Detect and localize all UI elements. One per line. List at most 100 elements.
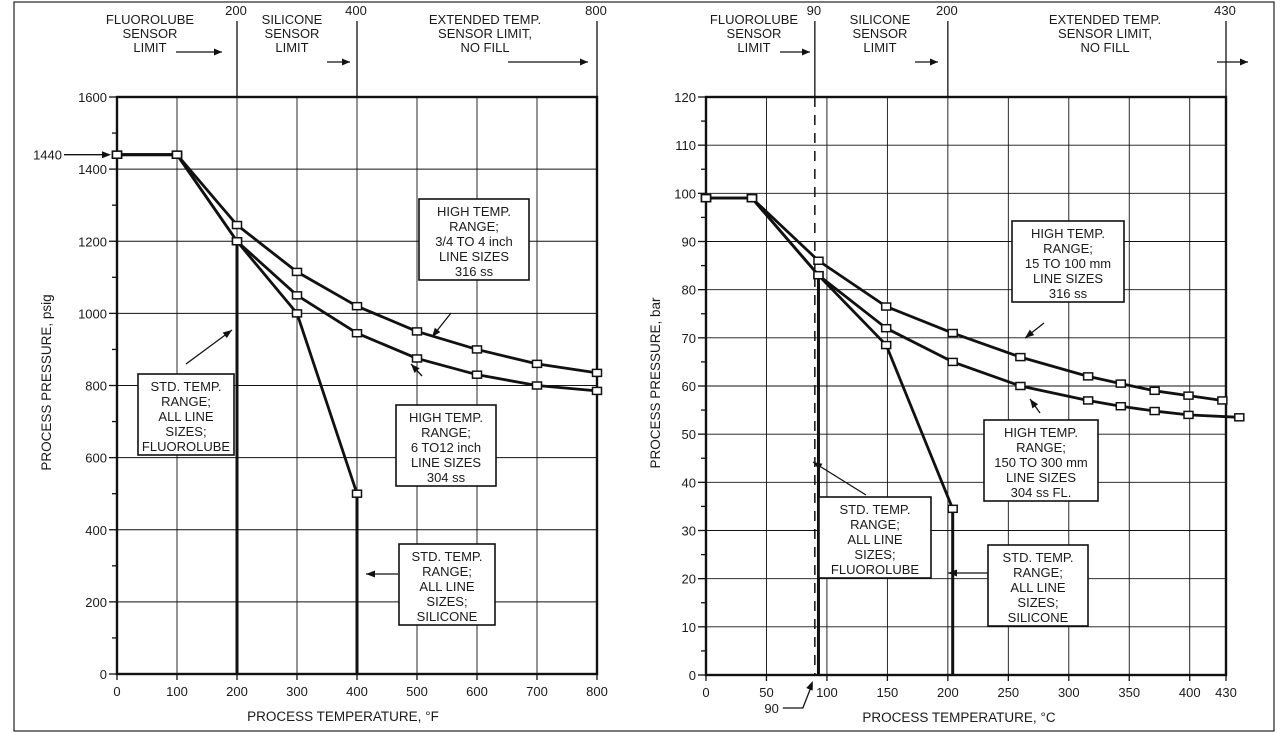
y-tick-label: 10 [682,620,696,635]
data-point-2 [947,504,958,514]
x-tick-label: 100 [166,684,188,699]
data-point-2 [880,340,892,350]
x-axis-title: PROCESS TEMPERATURE, °C [862,710,1055,725]
y-tick-label: 70 [682,331,696,346]
callout-arrow-head [411,364,420,373]
zone-label-line: SILICONE [262,12,323,27]
annotation-text-line: ALL LINE [1010,580,1065,595]
data-point-1 [531,381,543,390]
y-tick-label: 1400 [78,162,107,177]
annotation-text-line: SIZES; [1017,595,1058,610]
data-point-1 [1015,381,1026,391]
data-point-2 [111,150,123,159]
callout-arrow-head [1030,399,1039,409]
x-tick-label: 700 [526,684,548,699]
annotation-text-line: 15 TO 100 mm [1025,256,1111,271]
annotation-text-line: LINE SIZES [1033,271,1103,286]
data-point-0 [351,301,363,311]
y-axis-title: PROCESS PRESSURE, bar [648,297,663,469]
x-tick-label: 150 [877,685,899,700]
annotation-text-line: STD. TEMP. [411,549,482,564]
zone-label-line: EXTENDED TEMP. [429,12,541,27]
figure-border [13,1,1275,732]
annotation-text-line: 6 TO12 inch [411,440,481,455]
zone-label-line: NO FILL [1080,40,1129,55]
annotation-text-line: RANGE; [421,425,471,440]
bottom-callout-leader [782,684,813,709]
x-tick-label: 400 [1179,685,1201,700]
zone-label-line: LIMIT [133,40,166,55]
y-tick-label: 1600 [78,90,107,105]
y-tick-label: 1200 [78,234,107,249]
zone-arrow-head [802,48,810,56]
annotation-text-line: FLUOROLUBE [142,439,230,454]
annotation-text-line: RANGE; [1043,241,1093,256]
data-point-0 [880,302,892,311]
zone-label-line: SENSOR [265,26,320,41]
callout-arrow-head [432,327,441,337]
annotation-text-line: SILICONE [1008,610,1069,625]
y-tick-label: 30 [682,524,696,539]
x-tick-label: 250 [997,685,1019,700]
zone-label-line: SENSOR [727,26,782,41]
x-tick-label: 430 [1215,685,1237,700]
annotation-text-line: LINE SIZES [411,455,481,470]
annotation-text-line: STD. TEMP. [150,379,221,394]
chart-fahrenheit: 0 100 200 300 400 500 600 700 800 0 200 400 600 800 10… [33,3,608,724]
data-point-2 [171,150,183,159]
annotation-box [818,496,932,579]
callout-arrow-head [1025,329,1035,338]
data-point-0 [231,220,243,230]
zone-arrow-head [1240,58,1248,66]
zone-label-line: EXTENDED TEMP. [1049,12,1161,27]
data-point-1 [591,386,603,396]
zone-label-line: LIMIT [863,40,896,55]
data-point-0 [1082,372,1094,381]
annotation-text-line: SIZES; [854,547,895,562]
data-point-1 [471,370,483,379]
zone-label-line: FLUOROLUBE [710,12,798,27]
callout-arrow-head [366,570,375,578]
data-point-0 [471,345,483,354]
data-point-0 [1217,396,1228,405]
annotation-box [395,404,497,487]
annotation-text-line: RANGE; [850,517,900,532]
y-callout-arrow-head [102,151,111,159]
annotation-text-line: HIGH TEMP. [1004,425,1078,440]
y-tick-label: 80 [682,283,696,298]
y-tick-label: 110 [675,138,696,153]
x-tick-label: 800 [586,684,608,699]
data-point-2 [700,193,712,203]
zone-label-line: LIMIT [275,40,308,55]
data-point-0 [1183,391,1194,400]
annotation-text-line: 150 TO 300 mm [994,455,1087,470]
chart-celsius: 0 50 100 150 200 250 300 350 400 430 0 10 20 30 40 50 60… [648,3,1248,725]
top-tick-label: 800 [585,3,607,18]
data-point-1 [411,354,423,363]
x-tick-label: 300 [286,684,308,699]
data-point-2 [746,193,758,203]
annotation-box [983,419,1099,502]
annotation-text-line: LINE SIZES [439,249,509,264]
data-point-2 [231,237,243,246]
data-point-0 [1015,352,1026,362]
top-tick-label: 200 [936,3,958,18]
data-point-1 [291,291,303,300]
data-point-0 [411,327,423,336]
annotation-text-line: RANGE; [1013,565,1063,580]
annotation-text-line: RANGE; [422,564,472,579]
y-tick-label: 1000 [78,306,107,321]
data-point-2 [813,270,824,280]
x-tick-label: 600 [466,684,488,699]
annotation-text-line: 304 ss [427,470,466,485]
data-point-1 [880,323,892,333]
y-callout-label: 1440 [33,148,62,163]
data-point-2 [291,309,303,318]
annotation-text-line: ALL LINE [158,409,213,424]
zone-label-line: NO FILL [460,40,509,55]
callout-arrow-head [222,330,232,339]
y-tick-label: 0 [689,668,696,683]
x-axis-title: PROCESS TEMPERATURE, °F [247,709,439,724]
annotation-text-line: 316 ss [455,264,494,279]
annotation-text-line: ALL LINE [419,579,474,594]
